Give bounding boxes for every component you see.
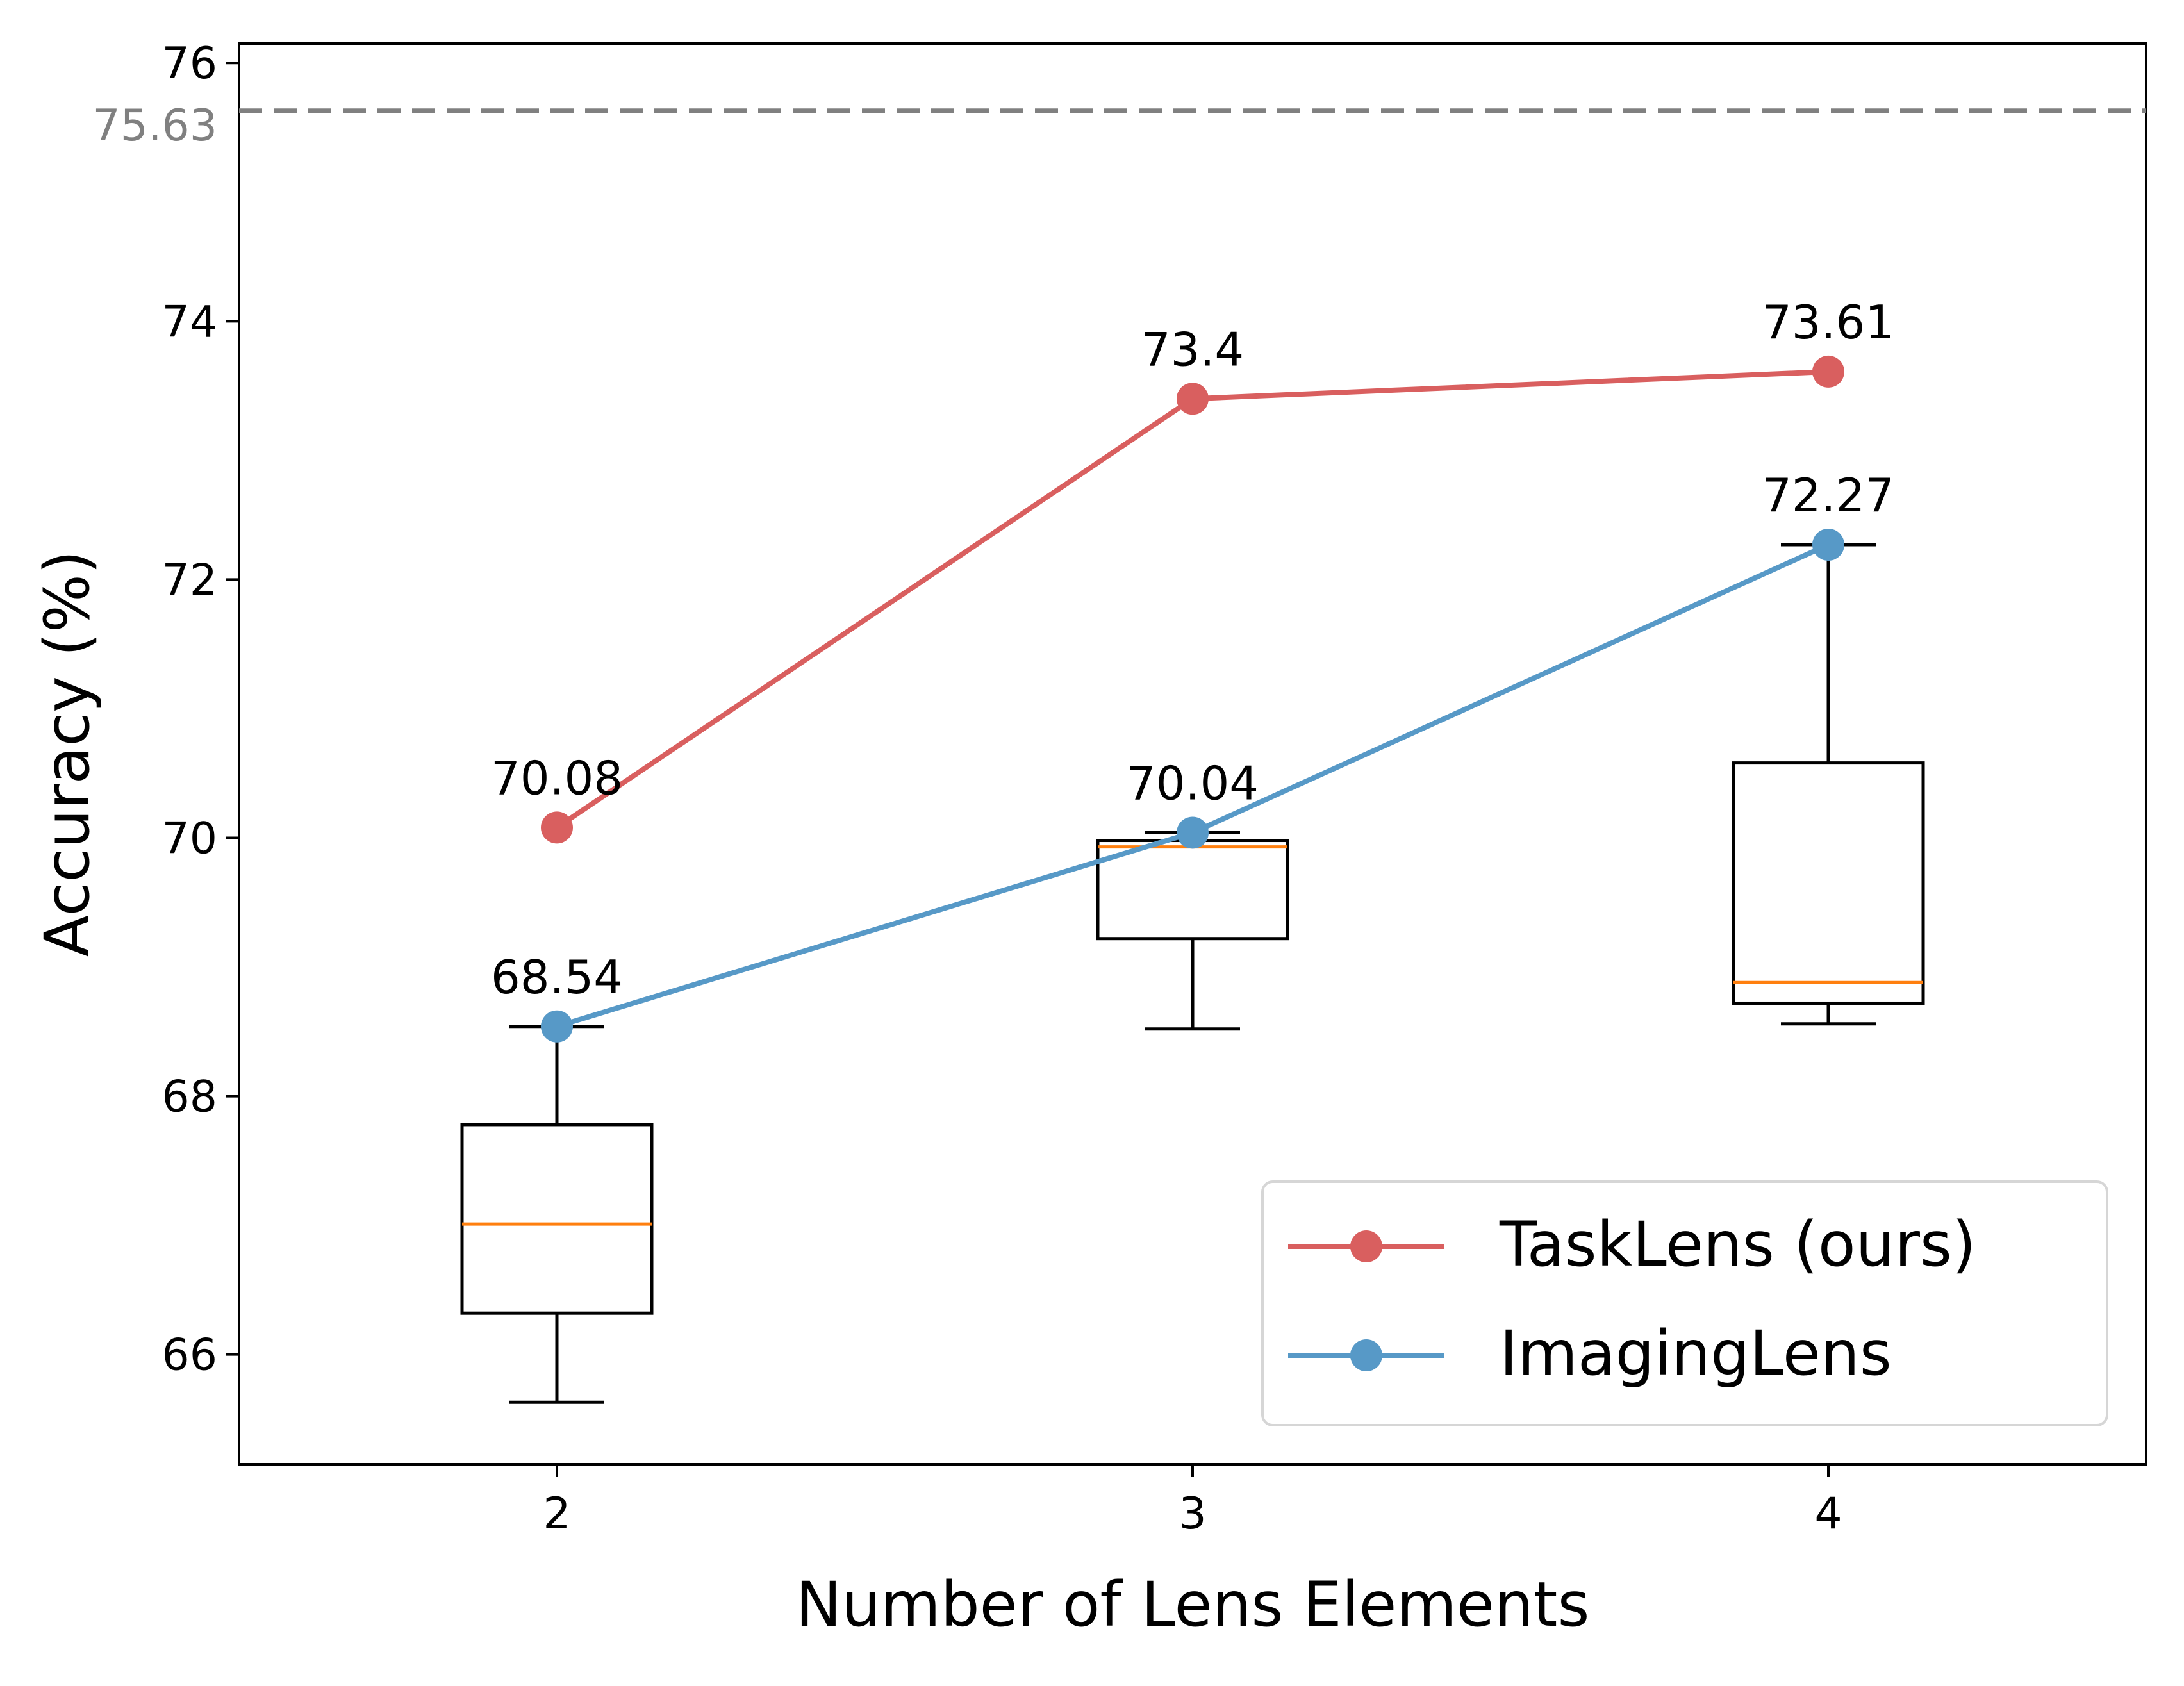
data-label-imaginglens: 72.27 (1762, 468, 1894, 522)
data-point-imaginglens (1812, 528, 1844, 561)
box (1732, 761, 1925, 1005)
reference-line-label: 75.63 (92, 101, 217, 151)
legend-marker-tasklens (1350, 1230, 1382, 1262)
x-tick-label: 2 (543, 1489, 570, 1539)
x-tick-label: 3 (1179, 1489, 1206, 1539)
boxplot (460, 1025, 654, 1404)
data-label-tasklens-ours: 73.4 (1141, 322, 1244, 376)
x-tick-label: 4 (1814, 1489, 1842, 1539)
data-label-imaginglens: 68.54 (491, 950, 623, 1004)
legend-label-tasklens: TaskLens (ours) (1499, 1209, 1976, 1280)
y-axis-label: Accuracy (%) (31, 550, 103, 957)
y-tick-label: 70 (161, 814, 217, 864)
data-label-imaginglens: 70.04 (1127, 756, 1259, 810)
y-tick-label: 74 (161, 297, 217, 347)
legend-marker-imaginglens (1350, 1339, 1382, 1371)
data-label-tasklens-ours: 73.61 (1762, 295, 1894, 349)
boxplots (460, 543, 1925, 1404)
legend-label-imaginglens: ImagingLens (1500, 1318, 1892, 1389)
data-label-tasklens-ours: 70.08 (491, 751, 623, 805)
y-axis: 66 68 70 72 74 76 (161, 38, 239, 1381)
data-point-imaginglens (1177, 816, 1209, 849)
x-axis-label: Number of Lens Elements (796, 1569, 1590, 1641)
data-labels: 70.08 73.4 73.61 68.54 70.04 72.27 (491, 295, 1894, 1004)
legend: TaskLens (ours) ImagingLens (1261, 1180, 2108, 1426)
y-tick-label: 76 (161, 38, 217, 89)
data-point-tasklens-ours (1177, 383, 1209, 415)
boxplot (1732, 543, 1925, 1026)
y-tick-label: 66 (161, 1330, 217, 1381)
data-point-tasklens-ours (1812, 355, 1844, 388)
legend-frame (1261, 1180, 2108, 1426)
y-tick-label: 72 (161, 555, 217, 606)
y-tick-label: 68 (161, 1072, 217, 1123)
data-points (541, 355, 1844, 1043)
box (460, 1123, 654, 1315)
data-point-tasklens-ours (541, 811, 573, 844)
x-axis: 2 3 4 (543, 1464, 1842, 1539)
data-point-imaginglens (541, 1010, 573, 1043)
